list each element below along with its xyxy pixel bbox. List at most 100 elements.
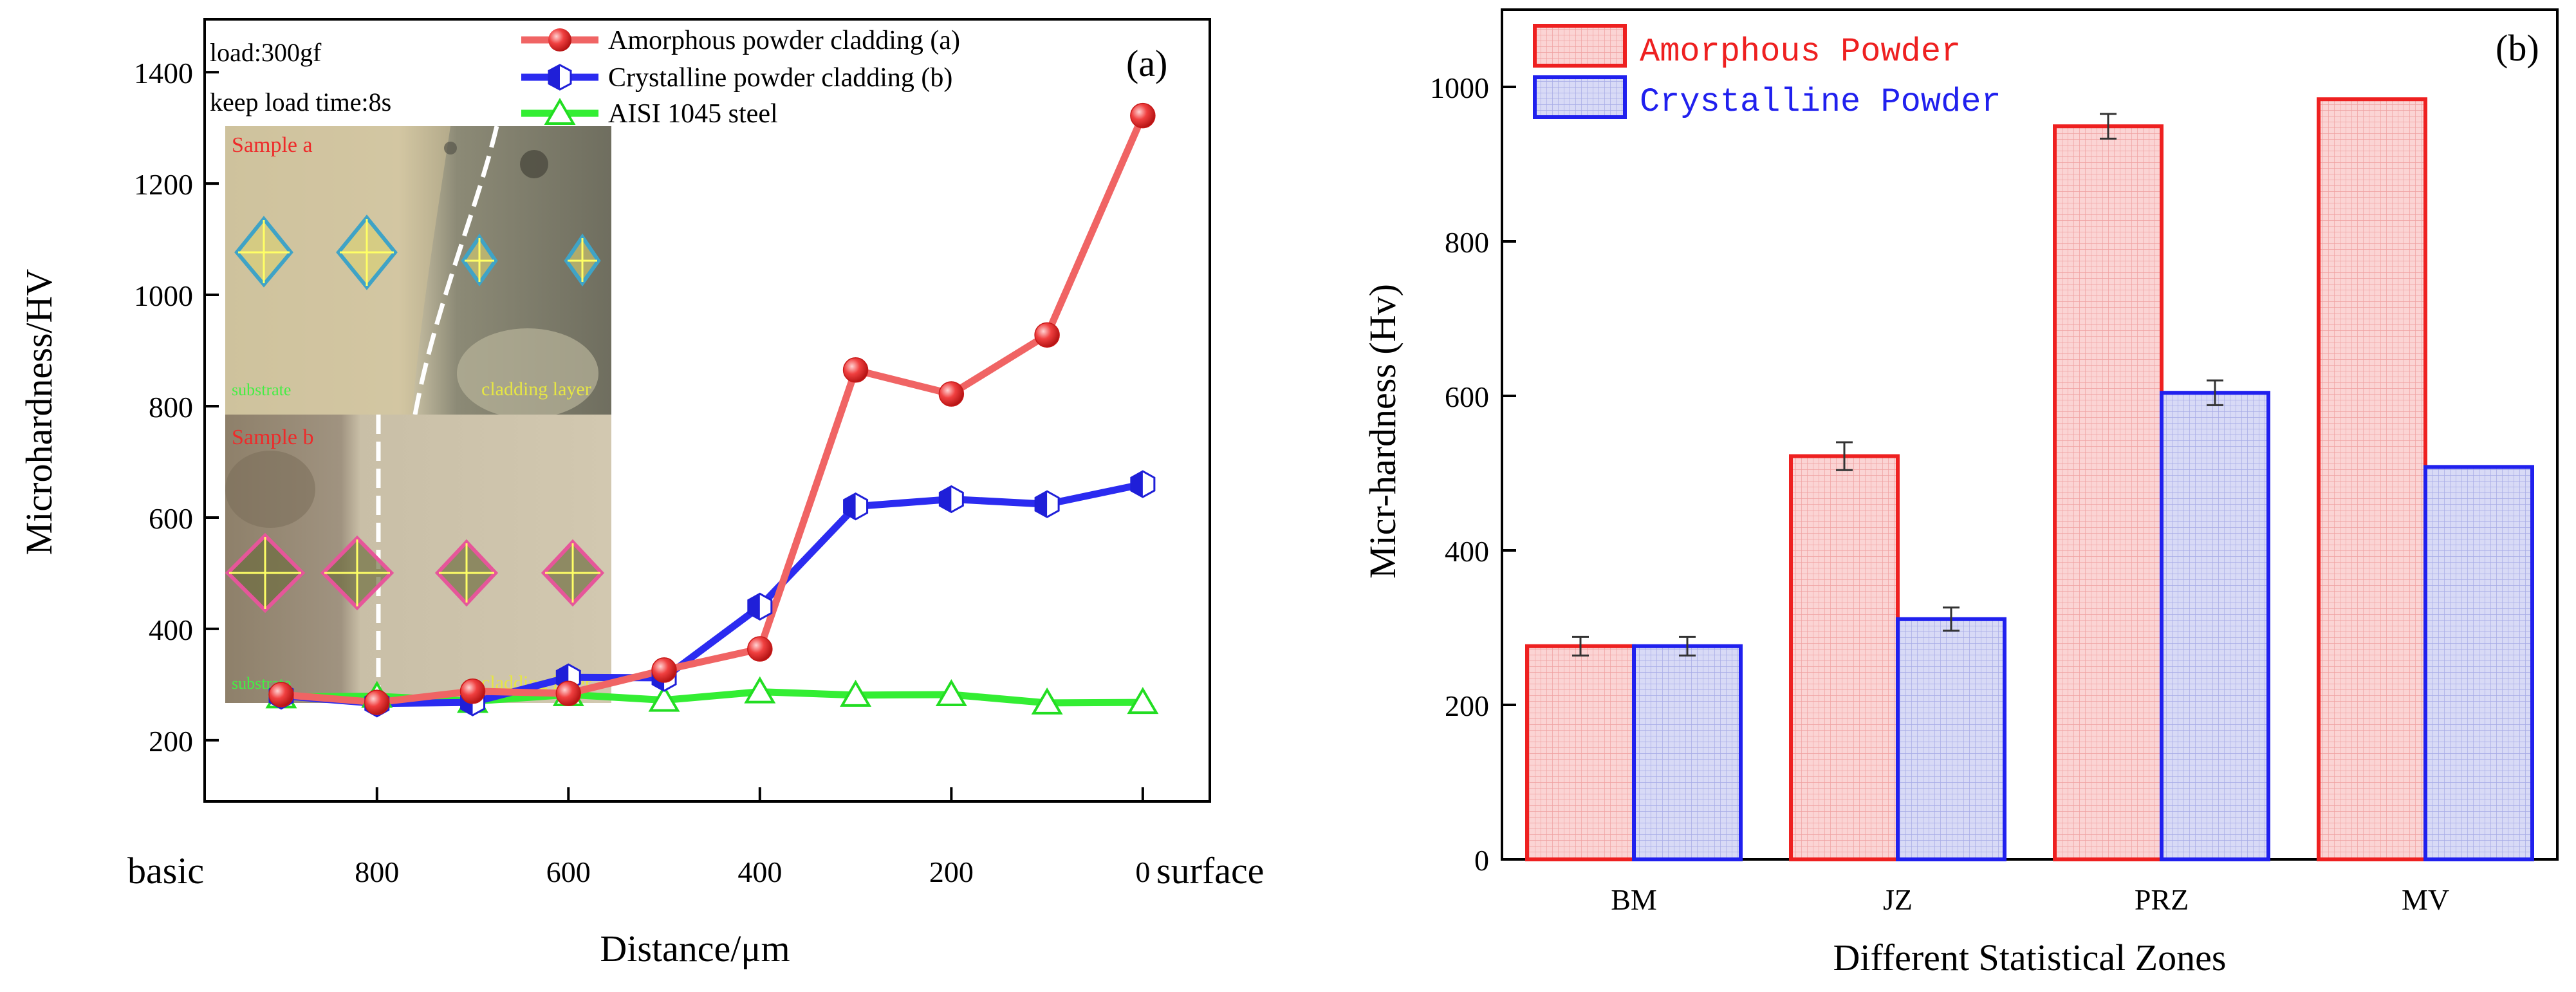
amorphous-data-point (747, 636, 773, 662)
amorphous-bar-prz (2053, 124, 2164, 862)
legend-crystalline-marker (548, 64, 572, 91)
load-time-annotation: keep load time:8s (210, 88, 391, 117)
panel-a-series (265, 102, 1159, 718)
panel-a-y-axis-label: Microhardness/HV (18, 269, 60, 556)
legend-crystalline-powder-label: Crystalline Powder (1640, 83, 2001, 121)
steel-data-point (648, 684, 680, 712)
y-tick-label: 800 (149, 391, 193, 424)
y-tick-label: 1400 (134, 57, 193, 89)
sample-a-cladding-label: cladding layer (481, 379, 591, 400)
error-bar (1679, 635, 1696, 657)
y-tick-label: 800 (1445, 226, 1489, 259)
error-bar (2100, 113, 2117, 140)
panel-a-x-left-label: basic (127, 850, 204, 892)
x-tick-label: MV (2402, 883, 2449, 916)
micrograph-sample-a: Sample a substrate cladding layer (225, 126, 611, 418)
amorphous-data-point (1130, 102, 1156, 129)
error-bar (1836, 441, 1853, 471)
legend-crystalline-powder-swatch (1533, 75, 1627, 119)
steel-data-point (935, 678, 967, 706)
amorphous-data-point (1034, 322, 1060, 348)
legend-steel-label: AISI 1045 steel (608, 99, 778, 129)
amorphous-data-point (938, 381, 965, 407)
x-tick-label: 400 (737, 856, 782, 888)
x-tick-label: 0 (1135, 856, 1150, 888)
legend-amorphous-marker (548, 28, 571, 51)
legend-amorphous-powder-swatch (1533, 24, 1627, 68)
y-tick-label: 0 (1474, 844, 1489, 877)
legend-amorphous-powder-label: Amorphous Powder (1640, 33, 1961, 71)
y-tick-label: 400 (1445, 535, 1489, 568)
steel-data-point (1127, 687, 1159, 715)
crystalline-bar-jz (1896, 617, 2006, 861)
panel-a-x-axis: 800 600 400 200 0 (355, 787, 1150, 888)
panel-a-label: (a) (1126, 42, 1167, 84)
amorphous-bar-jz (1789, 454, 1900, 861)
y-tick-label: 600 (149, 502, 193, 535)
panel-a-x-axis-label: Distance/μm (600, 928, 790, 969)
panel-b-bars (1525, 97, 2534, 862)
boundary-line (412, 126, 499, 415)
error-bar (1572, 635, 1589, 657)
crystalline-data-point (843, 492, 869, 521)
amorphous-data-point (651, 657, 677, 683)
legend-amorphous-label: Amorphous powder cladding (a) (608, 26, 960, 55)
steel-data-point (1031, 687, 1063, 715)
crystalline-marker-fill (940, 486, 952, 512)
legend-crystalline-label: Crystalline powder cladding (b) (608, 63, 952, 93)
panel-a-x-right-label: surface (1156, 850, 1264, 892)
x-tick-label: 600 (546, 856, 591, 888)
series-line-0 (281, 114, 1146, 706)
crystalline-data-point (938, 485, 964, 514)
panel-a-y-axis: 200 400 600 800 1000 1200 1400 (134, 57, 219, 758)
x-tick-label: PRZ (2135, 883, 2189, 916)
panel-b-y-axis-label: Micr-hardness (Hv) (1362, 284, 1404, 579)
error-bar (2207, 379, 2223, 406)
amorphous-data-point (555, 680, 582, 706)
panel-b-legend: Amorphous Powder Crystalline Powder (1533, 24, 2001, 121)
y-tick-label: 400 (149, 613, 193, 646)
crystalline-marker-fill (1131, 471, 1143, 498)
x-tick-label: 200 (929, 856, 974, 888)
crystalline-data-point (747, 592, 773, 621)
sample-a-title: Sample a (232, 133, 313, 157)
steel-data-point (840, 679, 872, 707)
panel-a-legend: Amorphous powder cladding (a) Crystallin… (521, 26, 960, 129)
x-tick-label: BM (1611, 883, 1657, 916)
panel-b-x-axis-label: Different Statistical Zones (1833, 937, 2227, 978)
series-line-1 (281, 480, 1144, 707)
error-bar (1943, 606, 1960, 632)
crystalline-marker-fill (748, 594, 760, 620)
panel-a: 200 400 600 800 1000 1200 1400 800 600 400 200 0 M… (18, 18, 1264, 969)
amorphous-data-point (842, 357, 869, 383)
crystalline-marker-fill (844, 493, 856, 519)
legend-steel-marker (544, 98, 576, 125)
load-annotation: load:300gf (210, 38, 322, 67)
amorphous-data-point (268, 682, 294, 707)
y-tick-label: 200 (149, 725, 193, 758)
sample-a-substrate-label: substrate (232, 380, 291, 399)
amorphous-bar-mv (2317, 97, 2427, 862)
y-tick-label: 1200 (134, 168, 193, 201)
y-tick-label: 600 (1445, 380, 1489, 413)
panel-a-plot-frame (203, 18, 1211, 803)
amorphous-data-point (364, 689, 390, 715)
y-tick-label: 1000 (134, 279, 193, 312)
crystalline-data-point (1130, 470, 1156, 498)
crystalline-bar-mv (2423, 465, 2534, 861)
sample-b-title: Sample b (232, 426, 313, 449)
panel-b: 0 200 400 600 800 1000 BM JZ PRZ MV Micr-hardnes… (1362, 8, 2559, 978)
micrograph-inset: Sample a substrate cladding layer (225, 126, 611, 703)
amorphous-bar-bm (1525, 644, 1636, 861)
panel-b-x-axis: BM JZ PRZ MV (1611, 845, 2449, 916)
x-tick-label: JZ (1883, 883, 1913, 916)
steel-data-point (744, 676, 776, 704)
amorphous-data-point (459, 678, 486, 704)
crystalline-data-point (1034, 490, 1060, 518)
x-tick-label: 800 (355, 856, 399, 888)
panel-b-plot-frame (1501, 8, 2559, 861)
crystalline-bar-prz (2160, 391, 2270, 861)
crystalline-bar-bm (1632, 644, 1743, 861)
y-tick-label: 200 (1445, 689, 1489, 722)
crystalline-marker-fill (1035, 491, 1048, 518)
